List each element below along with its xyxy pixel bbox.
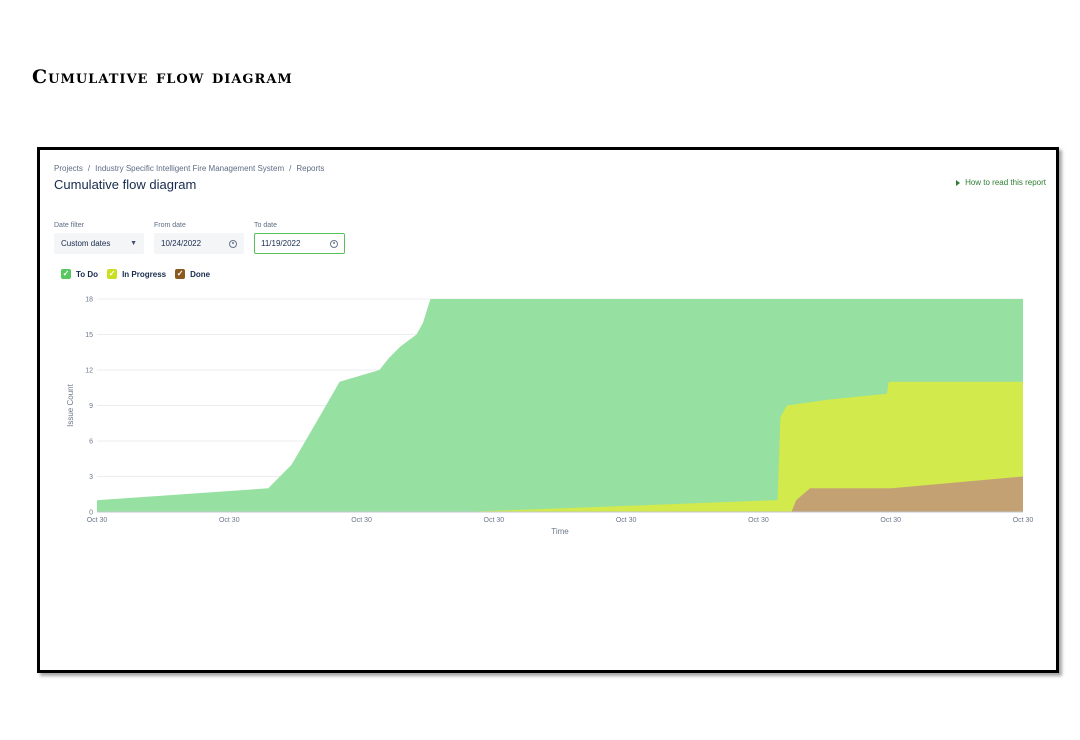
x-tick-label: Oct 30 <box>748 517 769 524</box>
clear-icon[interactable] <box>330 239 338 248</box>
date-filter-select[interactable]: Custom dates ▼ <box>54 233 144 254</box>
breadcrumb-project[interactable]: Industry Specific Intelligent Fire Manag… <box>95 164 285 173</box>
caret-right-icon <box>956 179 961 186</box>
from-date-value: 10/24/2022 <box>161 239 202 248</box>
breadcrumb-separator: / <box>289 164 292 173</box>
y-tick-label: 18 <box>85 297 93 304</box>
x-tick-label: Oct 30 <box>351 517 372 524</box>
how-to-read-link[interactable]: How to read this report <box>956 178 1046 187</box>
series-area-done <box>97 476 1023 512</box>
y-tick-label: 0 <box>89 510 93 517</box>
series-area-in-progress <box>97 381 1023 512</box>
to-date-input[interactable]: 11/19/2022 <box>254 233 345 254</box>
x-tick-label: Oct 30 <box>219 517 240 524</box>
x-tick-label: Oct 30 <box>484 517 505 524</box>
chevron-down-icon: ▼ <box>130 240 137 247</box>
from-date-input[interactable]: 10/24/2022 <box>154 233 244 254</box>
breadcrumb-projects[interactable]: Projects <box>54 164 83 173</box>
to-date-label: To date <box>254 222 277 229</box>
legend-toggle-todo[interactable]: ✓ To Do <box>61 269 98 279</box>
checkbox-icon: ✓ <box>61 269 71 279</box>
y-tick-label: 9 <box>89 403 93 410</box>
date-filter-value: Custom dates <box>61 239 111 248</box>
breadcrumb-separator: / <box>87 164 91 173</box>
screenshot-frame: Projects / Industry Specific Intelligent F… <box>37 147 1059 673</box>
legend-toggle-in-progress[interactable]: ✓ In Progress <box>107 269 166 279</box>
from-date-label: From date <box>154 222 186 229</box>
checkbox-icon: ✓ <box>175 269 186 279</box>
legend-toggle-done[interactable]: ✓ Done <box>175 269 210 279</box>
x-tick-label: Oct 30 <box>87 517 108 524</box>
checkbox-icon: ✓ <box>107 269 118 279</box>
chart-legend: ✓ To Do ✓ In Progress ✓ Done <box>61 269 219 279</box>
legend-label: To Do <box>76 269 99 279</box>
y-tick-label: 3 <box>89 474 93 481</box>
x-tick-label: Oct 30 <box>1013 517 1034 524</box>
cumulative-flow-chart: 0 3 6 9 12 15 18 Oct 30 Oct 30 Oct 30 Oct 30 Oct 30… <box>66 297 1034 537</box>
to-date-value: 11/19/2022 <box>261 239 301 248</box>
breadcrumb: Projects / Industry Specific Intelligent F… <box>54 164 324 173</box>
legend-label: In Progress <box>122 269 167 279</box>
x-tick-label: Oct 30 <box>616 517 637 524</box>
y-tick-label: 12 <box>85 368 93 375</box>
breadcrumb-reports[interactable]: Reports <box>296 164 325 173</box>
date-filter-label: Date filter <box>54 222 84 229</box>
y-axis-title: Issue Count <box>66 383 75 426</box>
page-title: Cumulative flow diagram <box>54 177 197 192</box>
y-tick-label: 15 <box>85 332 93 339</box>
x-axis-title: Time <box>551 527 569 536</box>
clear-icon[interactable] <box>229 239 237 248</box>
how-to-read-label: How to read this report <box>965 178 1046 187</box>
y-tick-label: 6 <box>89 439 93 446</box>
document-heading: Cumulative flow diagram <box>32 66 293 88</box>
x-tick-label: Oct 30 <box>880 517 901 524</box>
legend-label: Done <box>190 269 211 279</box>
